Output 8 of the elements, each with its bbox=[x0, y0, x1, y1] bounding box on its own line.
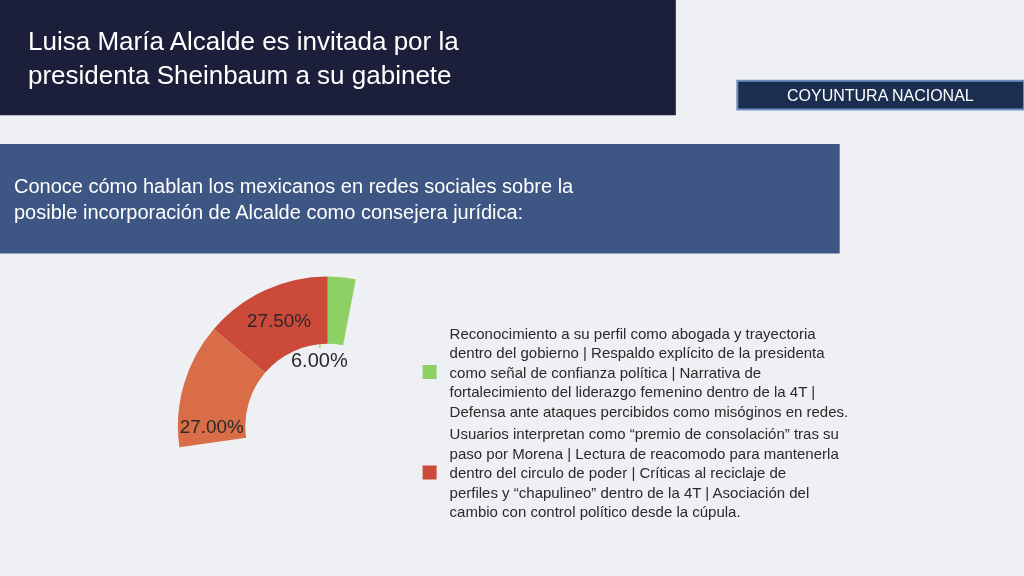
data-label: 6.00% bbox=[291, 349, 348, 371]
data-label: 27.00% bbox=[179, 415, 244, 437]
chart-subtitle: Conoce cómo hablan los mexicanos en redes sociales sobre la posible incorporación de Alcalde como consejera jurídica: bbox=[14, 175, 575, 223]
text: COYUNTURA NACIONAL bbox=[787, 87, 974, 104]
chart-title: Luisa María Alcalde es invitada por la presidenta Sheinbaum a su gabinete bbox=[28, 26, 460, 90]
legend-label: Usuarios interpretan como “premio de consolación” tras su paso por Morena | Lectura de reacomodo para mantenerla dentro del circulo de poder | Críticas al reciclaje de perfiles y “chapulineo” dentro de la 4T | Asociación del cambio con control político desde la cúpula. bbox=[449, 425, 840, 521]
data-label: 27.50% bbox=[247, 310, 312, 332]
legend-label: Reconocimiento a su perfil como abogada y trayectoria dentro del gobierno | Respaldo explícito de la presidenta como señal de confianza política | Narrativa de fortalecimiento del liderazgo femenino dentro de la 4T | Defensa ante ataques percibidos como misóginos en redes. bbox=[449, 324, 849, 420]
